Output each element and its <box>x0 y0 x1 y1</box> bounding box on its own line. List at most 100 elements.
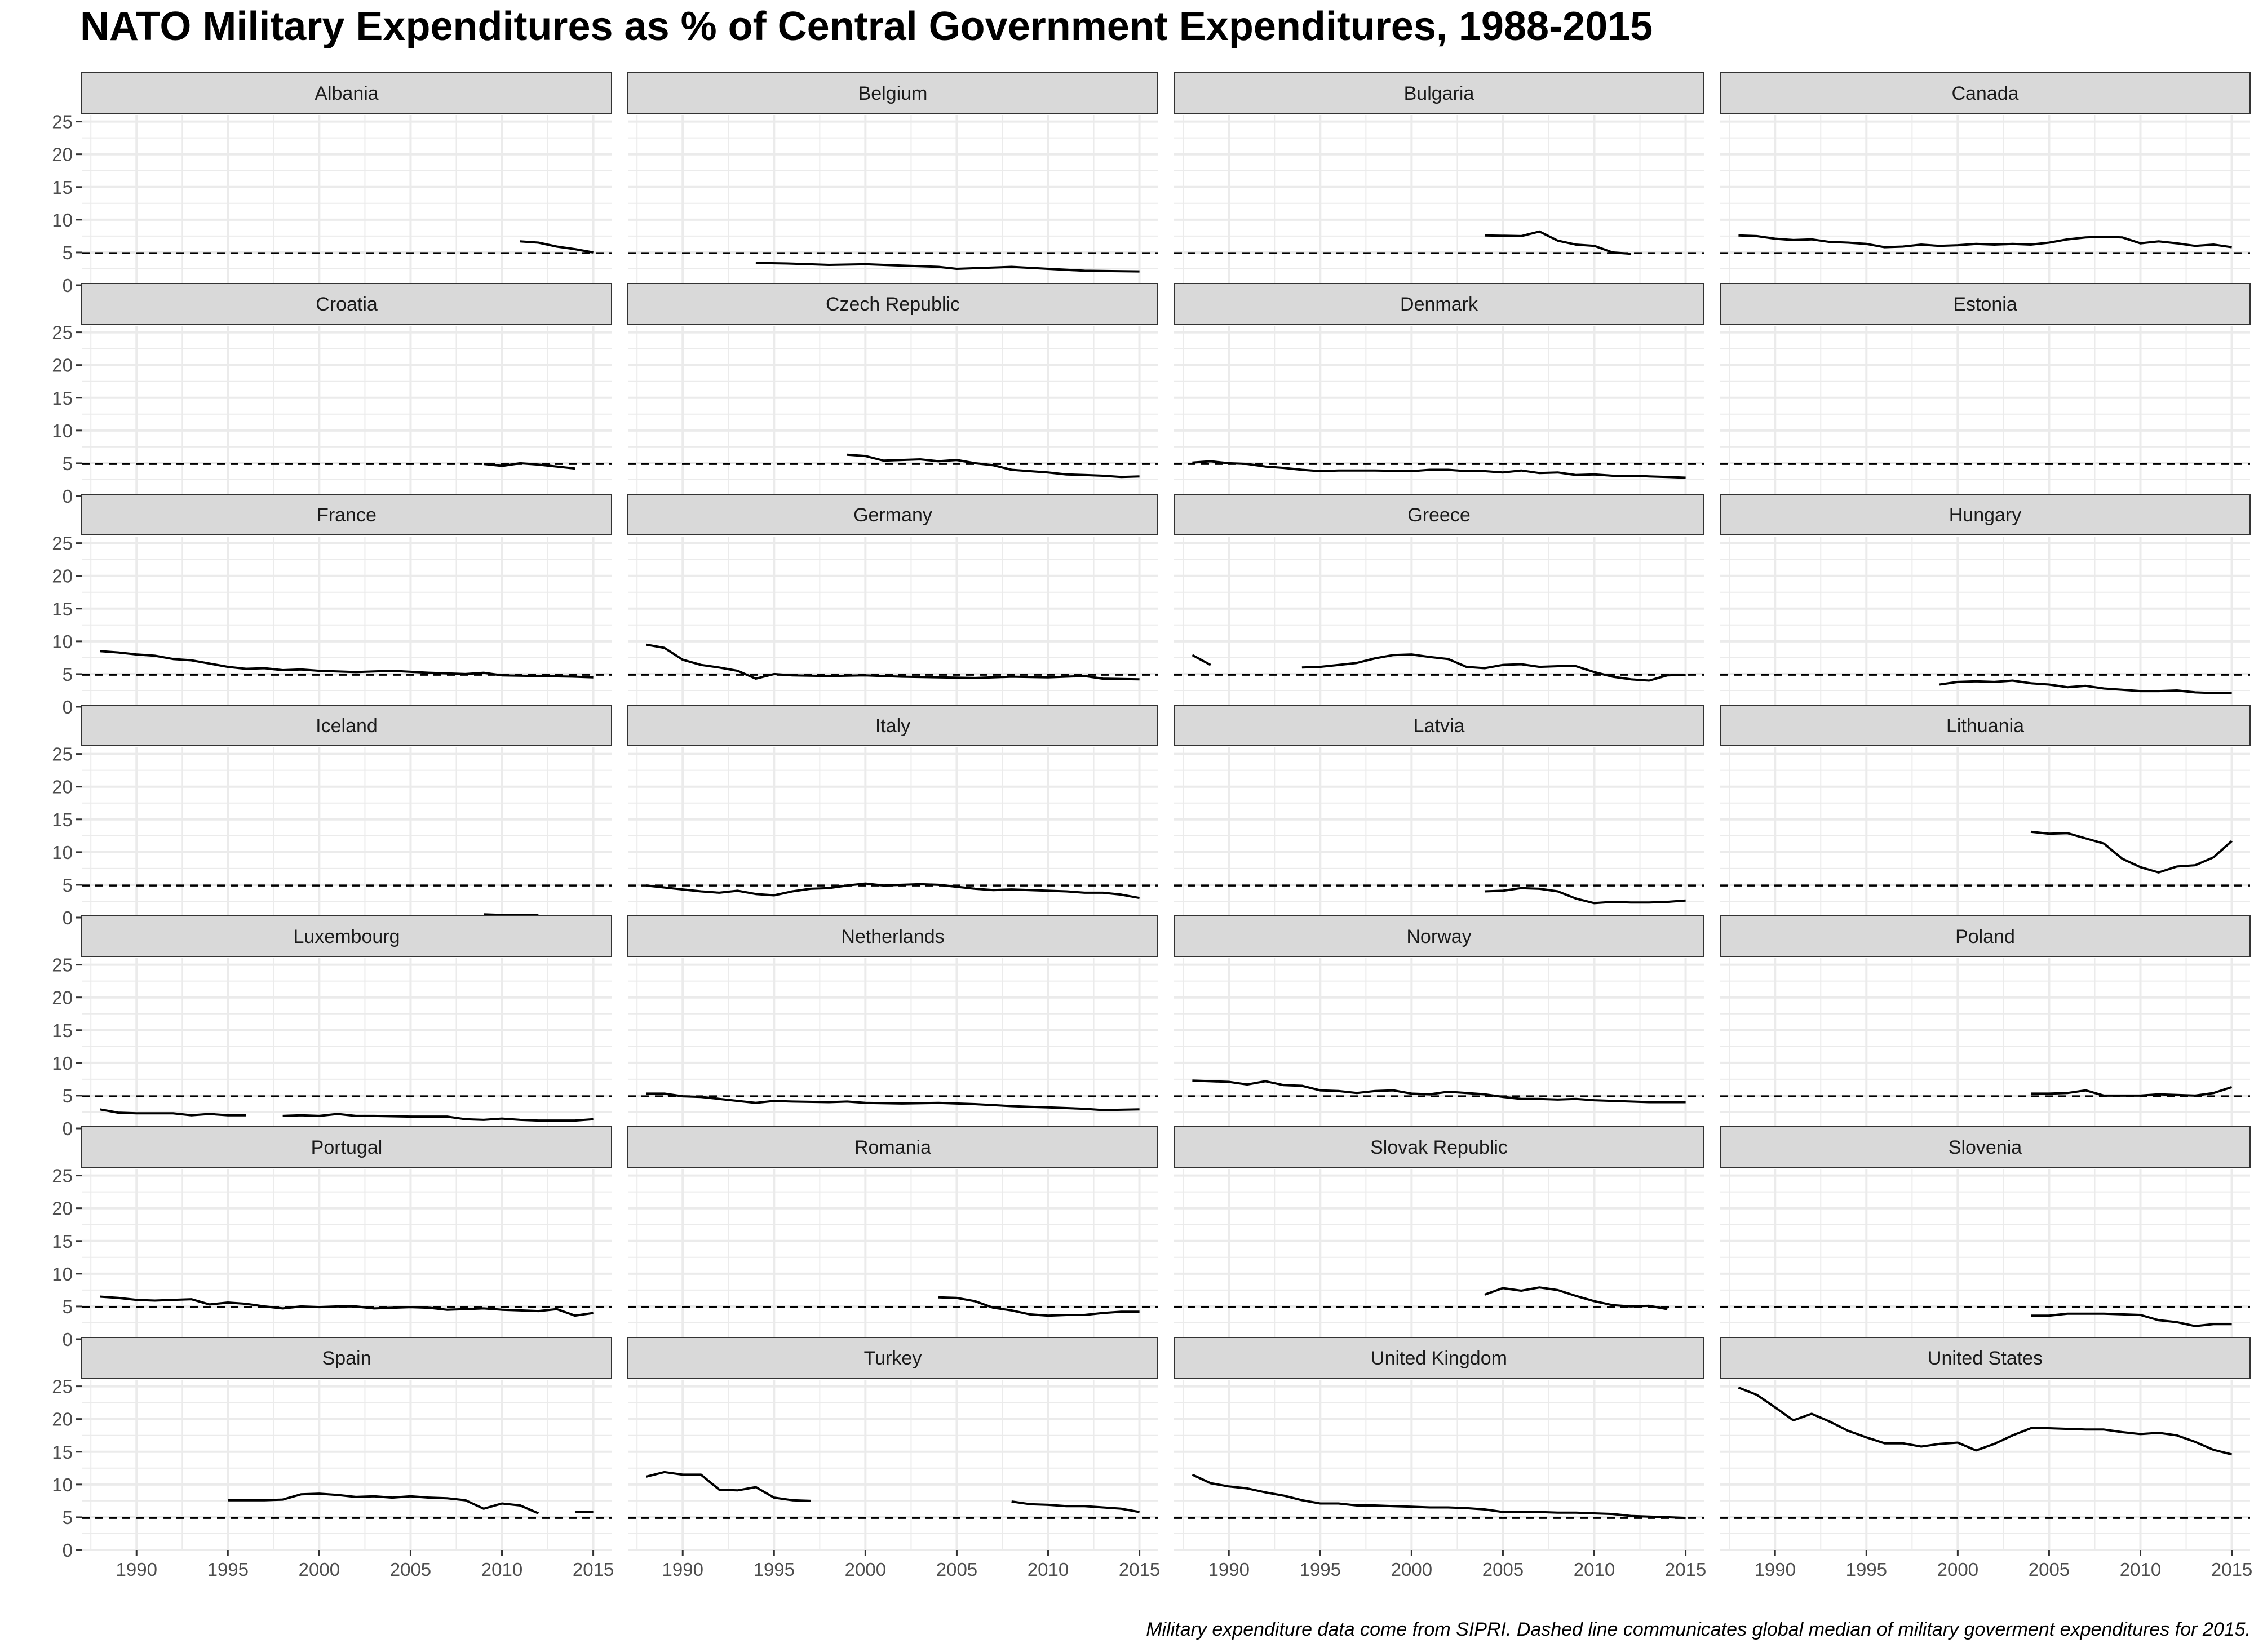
series-line <box>938 1296 1140 1317</box>
facet-germany: Germany <box>627 494 1158 708</box>
facet-label: Lithuania <box>1946 715 2024 737</box>
facet-strip <box>1720 72 2251 114</box>
facet-iceland: Iceland 0 5 10 15 20 25 <box>52 705 612 928</box>
y-tick-label: 20 <box>52 1198 73 1219</box>
y-tick-label: 0 <box>63 697 73 718</box>
x-tick-label: 2005 <box>1482 1559 1524 1580</box>
facet-label: Estonia <box>1953 294 2017 315</box>
facet-strip <box>1720 1337 2251 1379</box>
x-tick-label: 1990 <box>1755 1559 1796 1580</box>
facet-label: Latvia <box>1414 715 1465 737</box>
facet-strip <box>627 494 1158 535</box>
facet-slovak-republic: Slovak Republic <box>1174 1126 1704 1340</box>
series-line <box>228 1492 539 1514</box>
y-tick-label: 10 <box>52 1264 73 1285</box>
x-tick-label: 2000 <box>1391 1559 1432 1580</box>
y-tick-label: 20 <box>52 1409 73 1430</box>
y-tick-label: 5 <box>63 875 73 896</box>
facet-poland: Poland <box>1720 915 2251 1130</box>
y-tick-label: 5 <box>63 242 73 263</box>
facet-label: Romania <box>854 1137 931 1158</box>
facet-strip <box>627 915 1158 957</box>
facet-strip <box>81 283 612 325</box>
series-line <box>282 1113 594 1122</box>
x-tick-label: 2000 <box>1937 1559 1978 1580</box>
facet-france: France 0 5 10 15 20 25 <box>52 494 612 718</box>
x-tick-label: 2010 <box>1574 1559 1615 1580</box>
facet-strip <box>627 283 1158 325</box>
series-line <box>1738 1387 2233 1456</box>
facet-label: Iceland <box>316 715 378 737</box>
series-line <box>1301 653 1686 682</box>
facet-spain: Spain 0 5 10 15 20 25 1990 1995 2000 2005 2010 2015 <box>52 1337 614 1580</box>
series-line <box>1192 460 1686 479</box>
x-tick-label: 1990 <box>116 1559 157 1580</box>
series-line <box>484 913 539 916</box>
series-line <box>1484 887 1686 905</box>
chart-caption: Military expenditure data come from SIPR… <box>1146 1619 2251 1640</box>
facet-canada: Canada <box>1720 72 2251 286</box>
y-tick-label: 0 <box>63 1329 73 1350</box>
facet-label: Croatia <box>316 294 378 315</box>
facet-czech-republic: Czech Republic <box>627 283 1158 497</box>
y-tick-label: 0 <box>63 486 73 507</box>
series-line <box>1738 234 2232 249</box>
facet-label: Czech Republic <box>826 294 960 315</box>
facet-strip <box>1174 1126 1704 1168</box>
facet-strip <box>1720 915 2251 957</box>
y-tick-label: 5 <box>63 1507 73 1528</box>
facet-netherlands: Netherlands <box>627 915 1158 1130</box>
x-tick-label: 2015 <box>2211 1559 2252 1580</box>
facet-label: Spain <box>322 1348 371 1369</box>
facet-turkey: Turkey 1990 1995 2000 2005 2010 2015 <box>627 1337 1160 1580</box>
facet-lithuania: Lithuania <box>1720 705 2251 919</box>
series-line <box>1484 1286 1668 1310</box>
y-tick-label: 0 <box>63 1118 73 1139</box>
series-line <box>1192 654 1211 666</box>
series-line <box>755 262 1140 273</box>
facet-label: United Kingdom <box>1371 1348 1507 1369</box>
series-line <box>1192 1079 1686 1104</box>
facet-latvia: Latvia <box>1174 705 1704 919</box>
series-line <box>1484 230 1631 255</box>
facet-strip <box>1174 494 1704 535</box>
facet-luxembourg: Luxembourg 0 5 10 15 20 25 <box>52 915 612 1139</box>
facet-label: Bulgaria <box>1404 83 1474 104</box>
chart-title: NATO Military Expenditures as % of Centr… <box>80 4 1653 49</box>
facet-strip <box>627 1337 1158 1379</box>
facet-label: Denmark <box>1400 294 1478 315</box>
facet-united-kingdom: United Kingdom 1990 1995 2000 2005 2010 2015 <box>1174 1337 1706 1580</box>
facet-strip <box>1720 494 2251 535</box>
y-tick-label: 25 <box>52 1376 73 1397</box>
x-tick-label: 2010 <box>1028 1559 1069 1580</box>
facet-slovenia: Slovenia <box>1720 1126 2251 1340</box>
facet-italy: Italy <box>627 705 1158 919</box>
x-tick-label: 1995 <box>1846 1559 1887 1580</box>
series-line <box>100 1108 246 1117</box>
series-line <box>1192 1473 1686 1520</box>
facet-label: Germany <box>853 504 932 526</box>
y-tick-label: 25 <box>52 1166 73 1186</box>
facet-hungary: Hungary <box>1720 494 2251 708</box>
facet-strip <box>1720 705 2251 746</box>
facet-strip <box>627 72 1158 114</box>
facet-strip <box>81 915 612 957</box>
facet-strip <box>627 705 1158 746</box>
y-tick-label: 25 <box>52 322 73 343</box>
facet-portugal: Portugal 0 5 10 15 20 25 <box>52 1126 612 1350</box>
x-tick-label: 2015 <box>1119 1559 1160 1580</box>
facet-united-states: United States 1990 1995 2000 2005 2010 2015 <box>1720 1337 2252 1580</box>
facet-label: United States <box>1928 1348 2043 1369</box>
series-line <box>483 462 575 470</box>
series-line <box>645 1471 811 1502</box>
y-tick-label: 5 <box>63 453 73 474</box>
x-tick-label: 2015 <box>573 1559 614 1580</box>
facet-label: Portugal <box>311 1137 383 1158</box>
y-tick-label: 25 <box>52 955 73 976</box>
x-tick-label: 1995 <box>207 1559 249 1580</box>
facet-label: Italy <box>875 715 910 737</box>
facet-denmark: Denmark <box>1174 283 1704 497</box>
facet-strip <box>627 1126 1158 1168</box>
facet-label: Hungary <box>1949 504 2022 526</box>
facet-strip <box>81 1337 612 1379</box>
